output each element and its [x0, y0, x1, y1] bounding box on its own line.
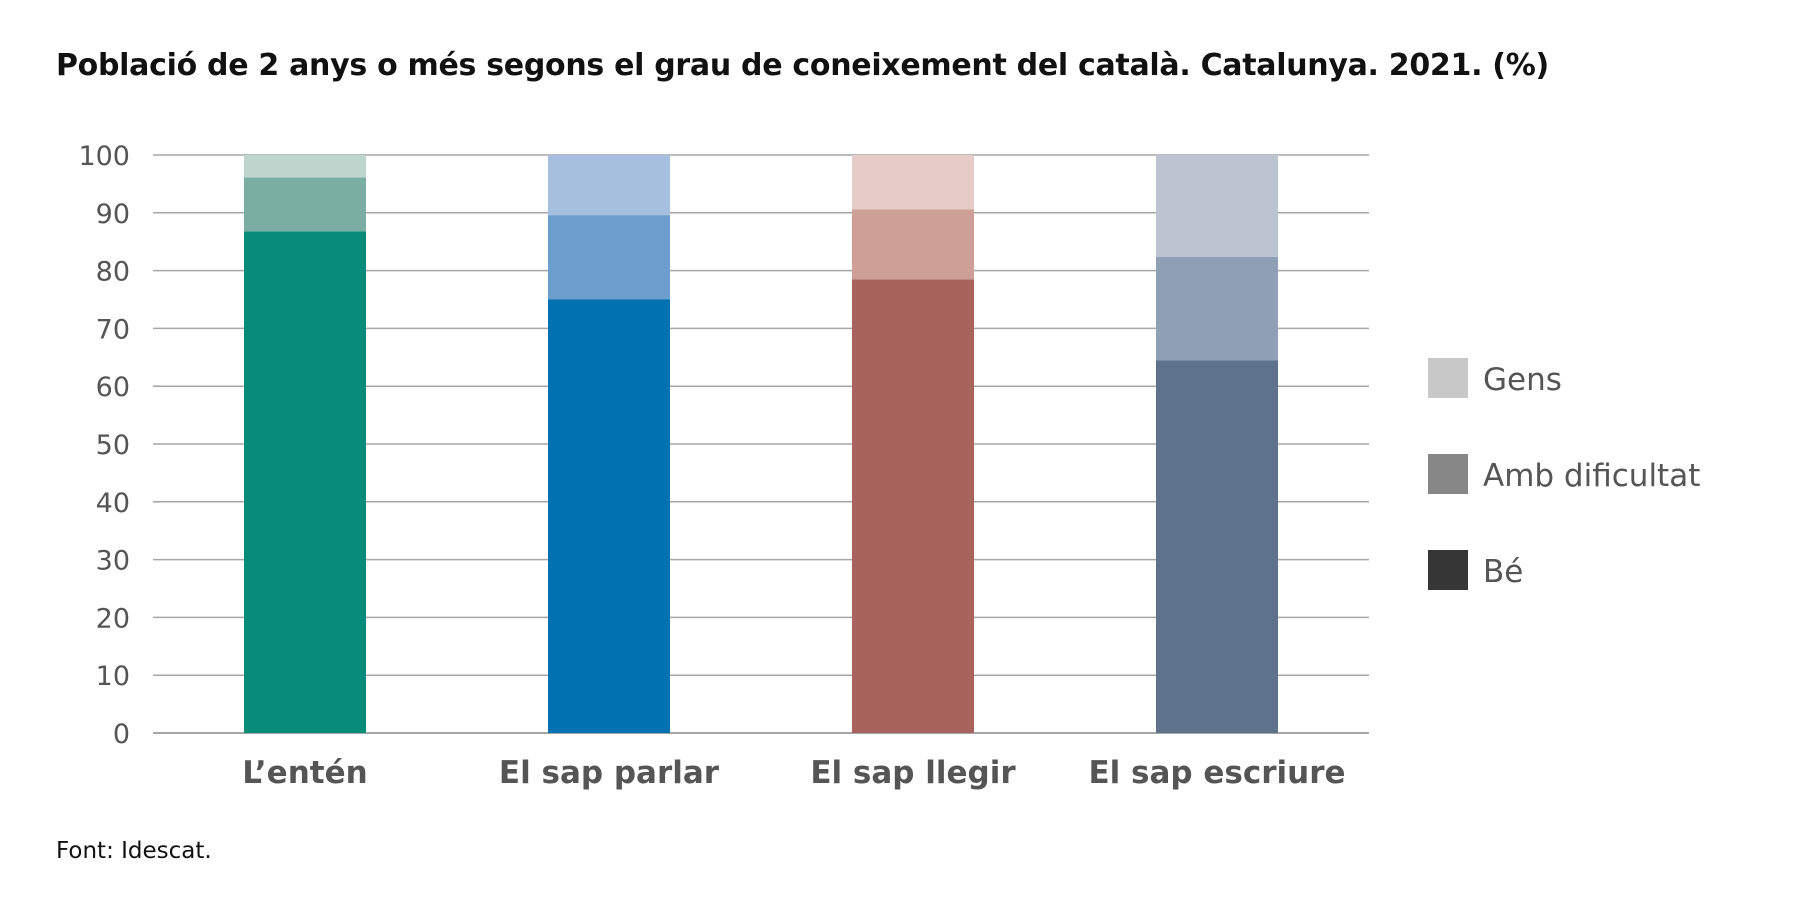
- x-axis-category-labels: L’entén El sap parlar El sap llegir El sap …: [242, 755, 1345, 791]
- y-axis-tick-labels: 0 10 20 30 40 50 60 70 80 90 100: [78, 141, 130, 750]
- legend-swatch-0: [1428, 358, 1468, 398]
- bar-1-series-1: [548, 215, 670, 300]
- bar-3-series-2: [1156, 155, 1278, 257]
- source-note: Font: Idescat.: [56, 838, 212, 864]
- bar-1-series-2: [548, 155, 670, 216]
- y-tick-label-80: 80: [96, 257, 130, 288]
- legend-label-2: Bé: [1483, 554, 1523, 590]
- bar-2-series-1: [852, 209, 974, 280]
- x-category-label-2: El sap llegir: [810, 755, 1016, 791]
- y-tick-label-70: 70: [96, 314, 130, 345]
- chart-title: Població de 2 anys o més segons el grau …: [56, 48, 1549, 83]
- y-tick-label-50: 50: [96, 430, 130, 461]
- bar-3-series-1: [1156, 256, 1278, 361]
- bar-2-series-0: [852, 279, 974, 733]
- y-tick-label-100: 100: [78, 141, 130, 172]
- bar-1-series-0: [548, 299, 670, 733]
- bar-0-series-2: [244, 155, 366, 178]
- bar-3-series-0: [1156, 360, 1278, 733]
- y-tick-label-0: 0: [113, 719, 130, 750]
- y-tick-label-20: 20: [96, 603, 130, 634]
- bar-2-series-2: [852, 155, 974, 210]
- bar-0-series-1: [244, 177, 366, 232]
- bar-0-series-0: [244, 231, 366, 733]
- y-tick-label-60: 60: [96, 372, 130, 403]
- x-category-label-0: L’entén: [242, 755, 367, 791]
- legend-swatch-1: [1428, 454, 1468, 494]
- legend-label-0: Gens: [1483, 362, 1562, 398]
- legend-label-1: Amb dificultat: [1483, 458, 1700, 494]
- x-category-label-1: El sap parlar: [499, 755, 720, 791]
- y-tick-label-10: 10: [96, 661, 130, 692]
- bars: [244, 155, 1278, 733]
- y-tick-label-90: 90: [96, 199, 130, 230]
- legend-swatch-2: [1428, 550, 1468, 590]
- x-category-label-3: El sap escriure: [1088, 755, 1345, 791]
- legend: Gens Amb dificultat Bé: [1428, 358, 1700, 590]
- y-tick-label-30: 30: [96, 546, 130, 577]
- y-tick-label-40: 40: [96, 488, 130, 519]
